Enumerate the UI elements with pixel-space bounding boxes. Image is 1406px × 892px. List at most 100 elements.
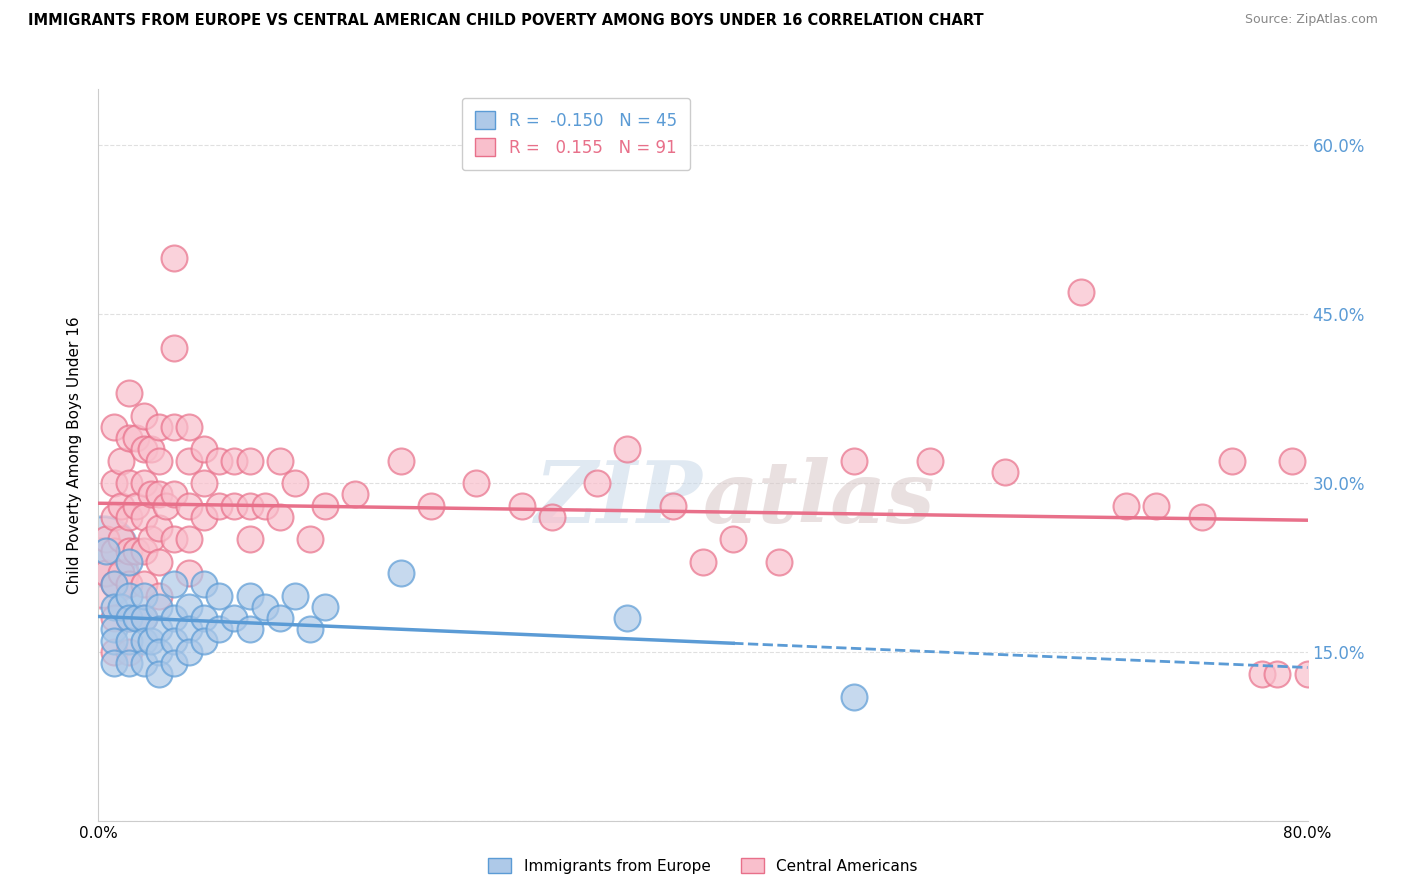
Point bbox=[179, 533, 201, 547]
Point bbox=[179, 453, 201, 467]
Point bbox=[103, 623, 125, 637]
Point bbox=[118, 656, 141, 670]
Point bbox=[616, 611, 638, 625]
Point bbox=[118, 633, 141, 648]
Point bbox=[239, 533, 262, 547]
Point bbox=[103, 476, 125, 491]
Point bbox=[148, 645, 170, 659]
Point bbox=[1115, 499, 1137, 513]
Legend: Immigrants from Europe, Central Americans: Immigrants from Europe, Central American… bbox=[482, 852, 924, 880]
Point bbox=[239, 589, 262, 603]
Point bbox=[118, 386, 141, 401]
Point bbox=[420, 499, 443, 513]
Point bbox=[148, 599, 170, 614]
Point bbox=[132, 633, 155, 648]
Point bbox=[125, 499, 148, 513]
Point bbox=[269, 611, 291, 625]
Point bbox=[692, 555, 714, 569]
Text: ZIP: ZIP bbox=[536, 457, 703, 541]
Point bbox=[125, 611, 148, 625]
Point bbox=[208, 589, 231, 603]
Point bbox=[844, 690, 866, 704]
Point bbox=[224, 453, 246, 467]
Point bbox=[132, 543, 155, 558]
Point bbox=[510, 499, 533, 513]
Point bbox=[616, 442, 638, 457]
Point bbox=[193, 611, 215, 625]
Point bbox=[94, 566, 117, 580]
Point bbox=[118, 543, 141, 558]
Point bbox=[253, 599, 276, 614]
Point bbox=[110, 453, 132, 467]
Point bbox=[141, 633, 163, 648]
Point bbox=[314, 499, 336, 513]
Point bbox=[118, 509, 141, 524]
Point bbox=[163, 341, 186, 355]
Point bbox=[389, 566, 412, 580]
Point bbox=[1267, 667, 1289, 681]
Point bbox=[132, 577, 155, 591]
Point bbox=[239, 623, 262, 637]
Point bbox=[344, 487, 367, 501]
Point bbox=[125, 431, 148, 445]
Point bbox=[163, 656, 186, 670]
Point bbox=[103, 577, 125, 591]
Point bbox=[141, 533, 163, 547]
Point bbox=[118, 611, 141, 625]
Point bbox=[103, 543, 125, 558]
Point bbox=[224, 499, 246, 513]
Point bbox=[269, 453, 291, 467]
Point bbox=[118, 611, 141, 625]
Point bbox=[132, 611, 155, 625]
Point bbox=[110, 533, 132, 547]
Point bbox=[132, 656, 155, 670]
Legend: R =  -0.150   N = 45, R =   0.155   N = 91: R = -0.150 N = 45, R = 0.155 N = 91 bbox=[463, 97, 690, 169]
Point bbox=[103, 645, 125, 659]
Point bbox=[132, 611, 155, 625]
Point bbox=[141, 442, 163, 457]
Point bbox=[94, 533, 117, 547]
Point bbox=[103, 509, 125, 524]
Point bbox=[103, 633, 125, 648]
Point bbox=[148, 453, 170, 467]
Point bbox=[179, 623, 201, 637]
Text: Source: ZipAtlas.com: Source: ZipAtlas.com bbox=[1244, 13, 1378, 27]
Point bbox=[141, 487, 163, 501]
Point bbox=[132, 442, 155, 457]
Point bbox=[768, 555, 790, 569]
Point bbox=[1144, 499, 1167, 513]
Point bbox=[91, 543, 114, 558]
Point bbox=[103, 599, 125, 614]
Text: IMMIGRANTS FROM EUROPE VS CENTRAL AMERICAN CHILD POVERTY AMONG BOYS UNDER 16 COR: IMMIGRANTS FROM EUROPE VS CENTRAL AMERIC… bbox=[28, 13, 984, 29]
Point bbox=[540, 509, 562, 524]
Y-axis label: Child Poverty Among Boys Under 16: Child Poverty Among Boys Under 16 bbox=[67, 316, 83, 594]
Point bbox=[193, 476, 215, 491]
Point bbox=[118, 589, 141, 603]
Point bbox=[179, 645, 201, 659]
Point bbox=[314, 599, 336, 614]
Point bbox=[844, 453, 866, 467]
Point bbox=[253, 499, 276, 513]
Point bbox=[1220, 453, 1243, 467]
Point bbox=[1070, 285, 1092, 299]
Point bbox=[163, 533, 186, 547]
Point bbox=[586, 476, 609, 491]
Point bbox=[661, 499, 683, 513]
Point bbox=[148, 555, 170, 569]
Point bbox=[132, 476, 155, 491]
Point bbox=[132, 409, 155, 423]
Point bbox=[269, 509, 291, 524]
Point bbox=[163, 611, 186, 625]
Point bbox=[193, 509, 215, 524]
Point bbox=[110, 599, 132, 614]
Point bbox=[118, 577, 141, 591]
Point bbox=[284, 476, 307, 491]
Point bbox=[239, 453, 262, 467]
Point bbox=[103, 577, 125, 591]
Point bbox=[994, 465, 1017, 479]
Text: atlas: atlas bbox=[703, 457, 935, 541]
Point bbox=[723, 533, 745, 547]
Point bbox=[163, 633, 186, 648]
Point bbox=[125, 543, 148, 558]
Point bbox=[118, 476, 141, 491]
